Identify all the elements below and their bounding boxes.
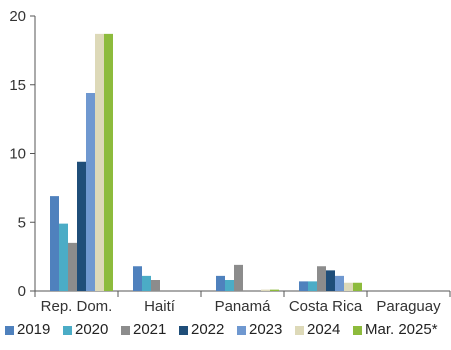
- bar: [104, 33, 113, 291]
- bar: [234, 264, 243, 291]
- bar: [225, 280, 234, 291]
- legend-swatch: [237, 326, 246, 335]
- legend-swatch: [295, 326, 304, 335]
- legend-label: 2022: [191, 321, 224, 338]
- plot-area: 0 5 10 15 20 Rep. Dom. Haití Panamá Costa Rica Pa…: [9, 8, 451, 315]
- legend-swatch: [5, 326, 14, 335]
- bar: [59, 223, 68, 291]
- bar: [344, 282, 353, 291]
- bar: [317, 266, 326, 291]
- legend-label: 2024: [307, 321, 340, 338]
- y-tick-label: 5: [18, 214, 26, 231]
- y-tick-label: 15: [9, 77, 26, 94]
- bar: [270, 289, 279, 291]
- legend-swatch: [121, 326, 130, 335]
- bar: [86, 93, 95, 291]
- bar: [299, 281, 308, 291]
- bar: [216, 275, 225, 291]
- bar: [68, 242, 77, 291]
- bar: [142, 275, 151, 291]
- bar: [326, 270, 335, 291]
- legend-label: 2023: [249, 321, 282, 338]
- bar: [151, 280, 160, 291]
- legend-label: 2019: [17, 321, 50, 338]
- bar: [133, 266, 142, 291]
- legend-label: Mar. 2025*: [365, 321, 438, 338]
- x-category-label: Paraguay: [376, 298, 441, 315]
- bar: [353, 282, 362, 291]
- legend: 2019 2020 2021 2022 2023 2024 Mar. 2025*: [5, 321, 438, 338]
- x-category-label: Rep. Dom.: [41, 298, 113, 315]
- legend-label: 2020: [75, 321, 108, 338]
- legend-swatch: [63, 326, 72, 335]
- x-category-label: Panamá: [215, 298, 272, 315]
- legend-label: 2021: [133, 321, 166, 338]
- bar: [335, 275, 344, 291]
- y-tick-label: 20: [9, 8, 26, 25]
- legend-swatch: [353, 326, 362, 335]
- bar: [95, 33, 104, 291]
- bar: [50, 196, 59, 291]
- legend-swatch: [179, 326, 188, 335]
- y-tick-label: 0: [18, 283, 26, 300]
- x-category-label: Haití: [144, 298, 176, 315]
- bar: [308, 281, 317, 291]
- y-tick-label: 10: [9, 146, 26, 163]
- bar: [261, 289, 270, 291]
- bar: [77, 161, 86, 291]
- x-category-label: Costa Rica: [289, 298, 363, 315]
